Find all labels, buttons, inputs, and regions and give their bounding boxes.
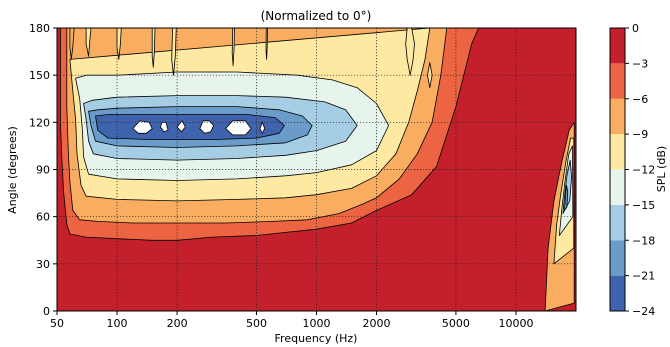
colorbar-tick-label-7: −21: [632, 270, 655, 283]
contour-spike-1: [85, 28, 92, 57]
contour-spike-6: [265, 28, 268, 60]
y-tick-label-4: 120: [29, 116, 50, 129]
x-tick-label-4: 1000: [303, 317, 331, 330]
contour-band-6: [95, 114, 285, 141]
hf-contour-4: [564, 184, 569, 211]
contour-spike-0: [69, 28, 75, 60]
contour-hole-2: [176, 120, 186, 133]
y-tick-label-1: 30: [36, 258, 50, 271]
contour-spike-3: [151, 28, 156, 68]
x-tick-label-1: 100: [107, 317, 128, 330]
contour-spike-7: [405, 28, 415, 76]
colorbar-tick-label-0: 0: [632, 22, 639, 35]
colorbar-tick-label-8: −24: [632, 305, 655, 318]
colorbar-label: SPL (dB): [655, 146, 668, 192]
contour-spike-4: [171, 28, 177, 76]
y-tick-label-3: 90: [36, 164, 50, 177]
y-tick-label-5: 150: [29, 69, 50, 82]
y-tick-label-0: 0: [43, 305, 50, 318]
x-tick-label-7: 10000: [498, 317, 533, 330]
colorbar-tick-label-1: −3: [632, 57, 648, 70]
contour-hole-3: [199, 120, 215, 134]
x-tick-label-5: 2000: [363, 317, 391, 330]
colorbar-segment-3: [610, 169, 625, 205]
colorbar-segment-4: [610, 134, 625, 170]
colorbar-tick-label-2: −6: [632, 93, 648, 106]
y-tick-label-6: 180: [29, 22, 50, 35]
colorbar-segment-1: [610, 240, 625, 276]
gridlines: [57, 28, 576, 311]
y-tick-label-2: 60: [36, 211, 50, 224]
colorbar-tick-label-5: −15: [632, 199, 655, 212]
colorbar-segment-6: [610, 63, 625, 99]
y-axis: 0 30 60 90 120 150 180: [29, 22, 57, 318]
contour-hole-1: [159, 121, 169, 133]
colorbar-segment-0: [610, 275, 625, 311]
colorbar-tick-label-3: −9: [632, 128, 648, 141]
x-tick-label-0: 50: [50, 317, 64, 330]
colorbar-segment-2: [610, 204, 625, 241]
colorbar-tick-label-4: −12: [632, 164, 655, 177]
x-tick-label-3: 500: [246, 317, 267, 330]
contour-hole-5: [259, 121, 266, 135]
contour-hole-4: [225, 120, 252, 136]
y-axis-label: Angle (degrees): [6, 126, 19, 214]
colorbar: 0 −3 −6 −9 −12 −15 −18 −21 −24: [609, 22, 655, 318]
x-tick-label-6: 5000: [442, 317, 470, 330]
contour-hole-0: [132, 120, 153, 134]
x-tick-label-2: 200: [167, 317, 188, 330]
chart-title: (Normalized to 0°): [261, 9, 372, 23]
colorbar-tick-label-6: −18: [632, 234, 655, 247]
colorbar-segment-5: [610, 98, 625, 135]
contour-spike-5: [231, 28, 235, 67]
x-axis: 50 100 200 500 1000 2000 5000 10000: [50, 311, 533, 330]
x-axis-label: Frequency (Hz): [275, 332, 358, 345]
colorbar-segment-7: [610, 28, 625, 64]
